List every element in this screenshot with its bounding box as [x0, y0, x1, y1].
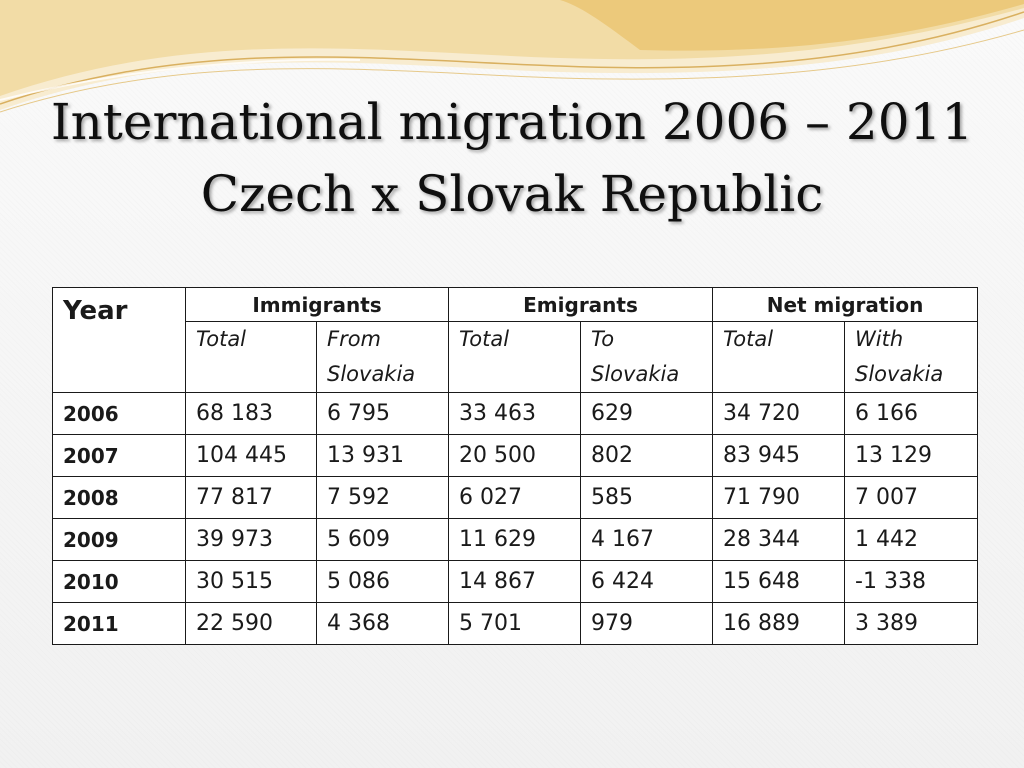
decorative-swoosh [0, 0, 1024, 113]
title-line-1: International migration 2006 – 2011 [50, 93, 974, 151]
table-cell: 30 515 [185, 560, 317, 603]
table-cell: 28 344 [712, 518, 846, 561]
table-cell: 15 648 [712, 560, 846, 603]
subheader-net-total: Total [712, 321, 846, 393]
table-cell: 14 867 [448, 560, 582, 603]
immigrants-header: Immigrants [184, 287, 450, 322]
subheader-immigrants-slovakia: From Slovakia [315, 321, 450, 393]
table-cell: 979 [580, 602, 714, 645]
table-cell: 5 086 [315, 560, 450, 603]
migration-table: Year Immigrants Emigrants Net migration … [52, 287, 979, 645]
table-cell: 4 167 [580, 518, 714, 561]
table-cell: 3 389 [844, 602, 979, 645]
table-cell: 1 442 [844, 518, 979, 561]
table-cell: 77 817 [185, 476, 317, 519]
year-cell: 2006 [52, 392, 186, 435]
table-row: 2008 77 817 7 592 6 027 585 71 790 7 007 [52, 476, 979, 519]
table-cell: 13 931 [315, 434, 450, 477]
subheader-emigrants-slovakia: To Slovakia [580, 321, 714, 393]
table-cell: 4 368 [315, 602, 450, 645]
table-cell: 20 500 [448, 434, 582, 477]
year-cell: 2010 [52, 560, 186, 603]
year-cell: 2007 [52, 434, 186, 477]
table-cell: 5 701 [448, 602, 582, 645]
title-line-2: Czech x Slovak Republic [200, 165, 824, 223]
table-cell: 585 [580, 476, 714, 519]
table-cell: 83 945 [712, 434, 846, 477]
table-cell: 22 590 [185, 602, 317, 645]
table-row: 2011 22 590 4 368 5 701 979 16 889 3 389 [52, 602, 979, 645]
year-cell: 2011 [52, 602, 186, 645]
table-row: 2009 39 973 5 609 11 629 4 167 28 344 1 … [52, 518, 979, 561]
table-cell: 16 889 [712, 602, 846, 645]
table-cell: 71 790 [712, 476, 846, 519]
table-cell: 6 166 [844, 392, 979, 435]
table-cell: 7 592 [315, 476, 450, 519]
table-cell: 629 [580, 392, 714, 435]
year-header: Year [52, 287, 186, 393]
table-cell: 68 183 [185, 392, 317, 435]
table-cell: 6 424 [580, 560, 714, 603]
subheader-emigrants-total: Total [448, 321, 582, 393]
year-cell: 2009 [52, 518, 186, 561]
table-cell: 6 795 [315, 392, 450, 435]
table-cell: 802 [580, 434, 714, 477]
table-cell: 11 629 [448, 518, 582, 561]
table-cell: 34 720 [712, 392, 846, 435]
table-row: 2010 30 515 5 086 14 867 6 424 15 648 -1… [52, 560, 979, 603]
net-migration-header: Net migration [712, 287, 979, 322]
subheader-immigrants-total: Total [185, 321, 317, 393]
table-cell: 6 027 [448, 476, 582, 519]
page-title: International migration 2006 – 2011 Czec… [0, 86, 1024, 230]
table-cell: 5 609 [315, 518, 450, 561]
table-cell: 33 463 [448, 392, 582, 435]
table-row: 2007 104 445 13 931 20 500 802 83 945 13… [52, 434, 979, 477]
emigrants-header: Emigrants [448, 287, 714, 322]
year-cell: 2008 [52, 476, 186, 519]
table-cell: 13 129 [844, 434, 979, 477]
table-row: 2006 68 183 6 795 33 463 629 34 720 6 16… [52, 392, 979, 435]
subheader-net-slovakia: With Slovakia [844, 321, 979, 393]
table-cell: 104 445 [185, 434, 317, 477]
table-cell: -1 338 [844, 560, 979, 603]
table-cell: 39 973 [185, 518, 317, 561]
table-cell: 7 007 [844, 476, 979, 519]
